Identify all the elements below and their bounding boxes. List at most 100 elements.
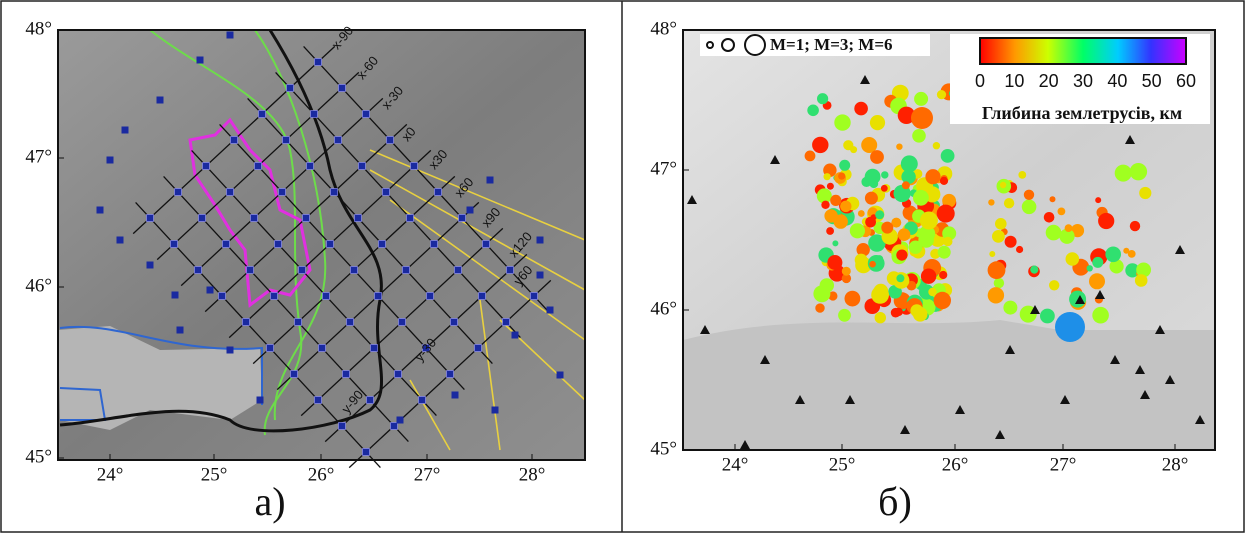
earthquake [988,287,1004,303]
earthquake [1005,236,1017,248]
earthquake [815,303,824,312]
earthquake [858,210,865,217]
earthquake [865,169,881,185]
panel-label: а) [254,479,285,524]
lon-tick-label: 28° [1162,454,1189,475]
lon-tick-label: 25° [201,464,228,485]
station [117,237,124,244]
lat-tick-label: 48° [25,18,52,39]
station [455,267,462,274]
station [251,215,258,222]
station [339,85,346,92]
earthquake [933,142,940,149]
station [299,267,306,274]
station [157,97,164,104]
station [257,397,264,404]
earthquake [896,144,902,150]
earthquake [1089,273,1105,289]
lat-tick-label: 45° [25,446,52,467]
earthquake [824,173,831,180]
station [335,137,342,144]
station [279,189,286,196]
earthquake [943,237,952,246]
station [283,137,290,144]
earthquake [988,261,1006,279]
colorbar [980,38,1186,64]
earthquake [838,173,845,180]
station [339,423,346,430]
earthquake [850,223,865,238]
earthquake [834,214,848,228]
station [512,332,519,339]
earthquake [870,150,884,164]
earthquake [901,155,918,172]
colorbar-tick-label: 50 [1142,71,1162,91]
earthquake [920,212,938,230]
earthquake [994,278,1004,288]
earthquake [988,199,994,205]
station [243,319,250,326]
earthquake [1003,301,1017,315]
station [537,237,544,244]
earthquake [910,304,923,317]
earthquake [854,102,868,116]
earthquake [913,190,929,206]
station [327,241,334,248]
earthquake [843,140,853,150]
earthquake [1115,165,1132,182]
station [411,163,418,170]
earthquake [1139,187,1151,199]
lat-tick-label: 46° [25,275,52,296]
station [147,215,154,222]
earthquake [928,288,936,296]
station [323,293,330,300]
station [97,207,104,214]
station [231,137,238,144]
earthquake [940,177,948,185]
earthquake [1065,224,1073,232]
earthquake [865,192,878,205]
lat-tick-label: 47° [25,146,52,167]
earthquake [1092,257,1103,268]
station [331,189,338,196]
station [195,267,202,274]
lat-tick-label: 46° [650,298,677,319]
earthquake [840,201,851,212]
lowland [683,320,1215,450]
lat-tick-label: 45° [650,438,677,459]
colorbar-tick-label: 20 [1039,71,1059,91]
earthquake [1095,197,1101,203]
station [531,293,538,300]
station [295,319,302,326]
station [175,189,182,196]
earthquake [875,312,886,323]
station [343,371,350,378]
earthquake [1018,171,1026,179]
colorbar-tick-label: 10 [1004,71,1024,91]
station [503,319,510,326]
earthquake [1040,309,1055,324]
earthquake [1050,196,1056,202]
station [359,163,366,170]
station [259,111,266,118]
station [483,241,490,248]
earthquake [1024,190,1034,200]
station [147,262,154,269]
earthquake [1030,266,1038,274]
station [407,215,414,222]
earthquake [830,195,841,206]
earthquake [939,271,947,279]
earthquake [992,230,1005,243]
station [303,215,310,222]
station [267,345,274,352]
earthquake [881,171,888,178]
earthquake [1123,248,1129,254]
station [255,163,262,170]
station [403,267,410,274]
station [347,319,354,326]
earthquake [805,151,816,162]
earthquake [1130,163,1147,180]
earthquake [896,274,904,282]
lon-tick-label: 24° [722,454,749,475]
station [487,177,494,184]
